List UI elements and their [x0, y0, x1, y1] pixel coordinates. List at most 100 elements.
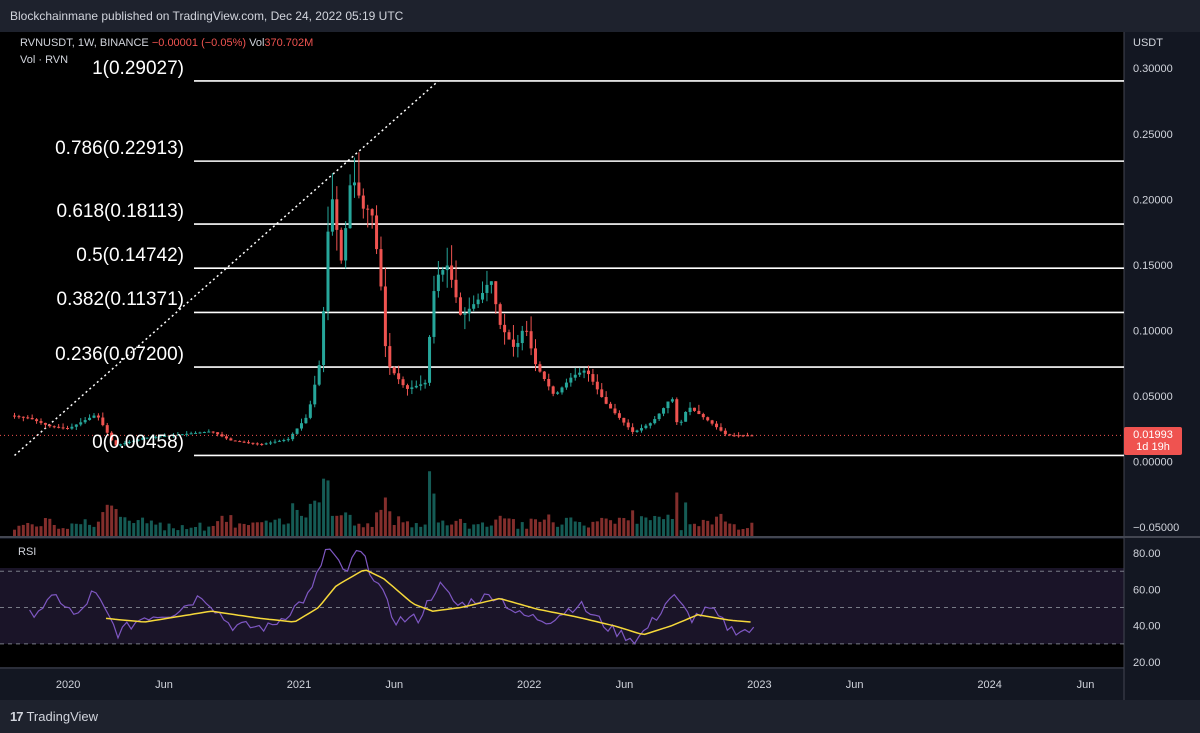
- candle-body: [339, 229, 343, 261]
- volume-bar: [516, 528, 520, 536]
- fib-retracement[interactable]: [194, 80, 1124, 457]
- volume-bar: [657, 516, 661, 536]
- volume-bar: [308, 503, 312, 536]
- volume-bar: [476, 524, 480, 536]
- volume-bar: [467, 528, 471, 536]
- volume-bar: [560, 524, 564, 536]
- volume-bar: [127, 520, 131, 536]
- candle-body: [189, 433, 193, 435]
- candle-body: [631, 427, 635, 432]
- volume-series-label[interactable]: Vol · RVN: [20, 54, 69, 66]
- volume-bar: [489, 525, 493, 536]
- volume-bar: [313, 500, 317, 536]
- candle-body: [202, 432, 206, 434]
- volume-bar: [352, 525, 356, 536]
- time-tick-label: 2024: [977, 679, 1001, 691]
- candle-body: [710, 420, 714, 424]
- candle-body: [185, 433, 189, 435]
- candle-body: [286, 439, 290, 441]
- time-axis[interactable]: 2020 Jun 2021 Jun 2022 Jun 2023 Jun 2024 Jun: [56, 679, 1095, 691]
- rsi-title[interactable]: RSI: [18, 546, 37, 558]
- volume-bar: [251, 522, 255, 536]
- candle-body: [494, 281, 498, 305]
- price-tick-label: 0.05000: [1133, 391, 1173, 403]
- candle-body: [118, 444, 122, 446]
- rsi-axis[interactable]: 80.00 60.00 40.00 20.00: [1133, 548, 1161, 669]
- volume-bar: [189, 527, 193, 536]
- volume-bar: [317, 502, 321, 536]
- volume-bar: [662, 519, 666, 536]
- chart-area[interactable]: 0.30000 0.25000 0.20000 0.15000 0.10000 0.050…: [0, 32, 1200, 700]
- candle-body: [79, 422, 83, 425]
- volume-bar: [737, 529, 741, 536]
- time-tick-label: Jun: [155, 679, 173, 691]
- time-tick-label: 2021: [287, 679, 311, 691]
- candle-body: [445, 265, 449, 271]
- volume-value: 370.702M: [264, 37, 314, 49]
- volume-bar: [92, 526, 96, 536]
- candle-body: [410, 387, 414, 389]
- candle-body: [697, 410, 701, 415]
- candle-body: [180, 434, 184, 436]
- rsi-tick-label: 60.00: [1133, 584, 1161, 596]
- candle-body: [229, 438, 233, 441]
- candle-body: [291, 433, 295, 440]
- candle-body: [692, 407, 696, 411]
- price-tick-label: 0.00000: [1133, 456, 1173, 468]
- candle-body: [158, 436, 162, 438]
- candle-body: [511, 339, 515, 347]
- candle-body: [609, 403, 613, 409]
- candle-body: [207, 431, 211, 433]
- volume-bar: [348, 514, 352, 536]
- price-tick-label: 0.15000: [1133, 260, 1173, 272]
- price-tick-label: 0.20000: [1133, 194, 1173, 206]
- volume-bar: [330, 515, 334, 536]
- volume-bar: [670, 518, 674, 536]
- volume-bar: [163, 530, 167, 536]
- volume-bar: [666, 514, 670, 536]
- candle-body: [43, 422, 47, 425]
- candle-body: [255, 443, 259, 445]
- candle-body: [600, 389, 604, 398]
- candle-body: [489, 281, 493, 285]
- candle-body: [675, 399, 679, 423]
- volume-bar: [277, 518, 281, 536]
- volume-bar: [595, 521, 599, 536]
- trend-line[interactable]: [14, 80, 439, 457]
- volume-bar: [534, 519, 538, 536]
- candle-body: [503, 324, 507, 333]
- candle-body: [154, 436, 158, 438]
- price-tick-label: −0.05000: [1133, 522, 1179, 534]
- price-axis[interactable]: 0.30000 0.25000 0.20000 0.15000 0.10000 0.050…: [1133, 63, 1179, 534]
- candle-body: [617, 413, 621, 418]
- volume-bar: [485, 526, 489, 536]
- volume-bar: [158, 522, 162, 536]
- volume-bar: [118, 516, 122, 536]
- candle-body: [644, 425, 648, 429]
- volume-bar: [679, 530, 683, 536]
- candle-body: [591, 374, 595, 382]
- volume-bar: [361, 527, 365, 536]
- volume-bar: [710, 524, 714, 536]
- candle-body: [745, 435, 749, 437]
- volume-bar: [401, 522, 405, 536]
- time-tick-label: 2022: [517, 679, 541, 691]
- candle-body: [251, 442, 255, 444]
- currency-unit[interactable]: USDT: [1133, 37, 1163, 49]
- candle-body: [366, 208, 370, 210]
- candle-body: [463, 313, 467, 315]
- rsi-tick-label: 80.00: [1133, 548, 1161, 560]
- candle-body: [322, 311, 326, 366]
- candle-body: [485, 284, 489, 293]
- candle-body: [308, 404, 312, 418]
- volume-bar: [299, 515, 303, 536]
- candle-body: [352, 182, 356, 186]
- candle-body: [96, 415, 100, 418]
- volume-legend[interactable]: Vol · RVN: [20, 54, 68, 66]
- candle-body: [436, 274, 440, 292]
- bar-countdown: 1d 19h: [1136, 441, 1170, 454]
- candle-body: [163, 436, 167, 438]
- candle-body: [273, 441, 277, 443]
- symbol-legend[interactable]: RVNUSDT, 1W, BINANCE −0.00001 (−0.05%) V…: [20, 37, 313, 49]
- symbol-info[interactable]: RVNUSDT, 1W, BINANCE: [20, 37, 149, 49]
